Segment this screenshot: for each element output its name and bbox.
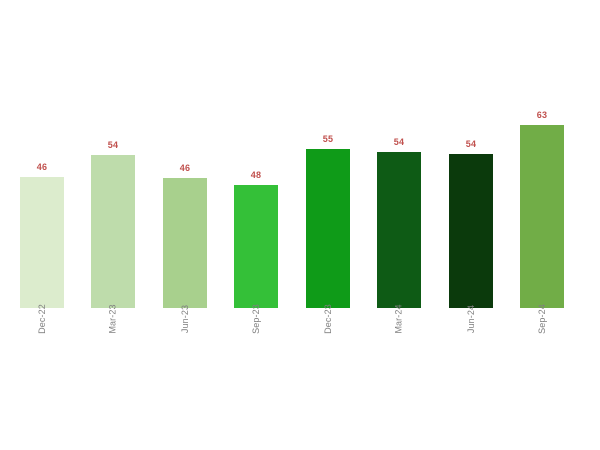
x-axis-tick-label-text: Dec-22 [37, 304, 47, 334]
x-axis-tick-label-text: Sep-23 [251, 304, 261, 334]
x-axis-tick-label-text: Mar-23 [107, 304, 118, 334]
x-axis-tick-label: Sep-24 [520, 304, 564, 368]
bar-group: 48 Sep-23 [234, 170, 278, 334]
x-axis-tick-label: Jun-24 [449, 304, 493, 368]
x-axis-tick-label: Jun-23 [163, 304, 207, 368]
bar-rect[interactable] [234, 185, 278, 308]
x-axis-tick-label-text: Sep-24 [537, 304, 547, 334]
bar-rect[interactable] [306, 149, 350, 308]
bar-value-label: 48 [250, 170, 262, 180]
x-axis-tick-label-text: Dec-23 [323, 304, 333, 334]
bar-group: 55 Dec-23 [306, 134, 350, 334]
bar-value-label: 54 [107, 140, 119, 150]
bar-rect[interactable] [520, 125, 564, 308]
bar-value-label: 55 [322, 134, 334, 144]
bar-group: 54 Jun-24 [449, 139, 493, 333]
bar-rect[interactable] [449, 154, 493, 308]
bar-group: 54 Mar-23 [91, 140, 135, 334]
x-axis-tick-label-text: Jun-24 [466, 304, 476, 334]
bar-group: 46 Jun-23 [163, 163, 207, 333]
x-axis-tick-label: Mar-24 [377, 304, 421, 368]
x-axis-tick-label: Sep-23 [234, 304, 278, 368]
bar-group: 54 Mar-24 [377, 137, 421, 334]
bar-value-label: 54 [465, 139, 477, 149]
bar-rect[interactable] [163, 178, 207, 308]
x-axis-tick-label-text: Jun-23 [180, 304, 190, 334]
x-axis-tick-label: Dec-23 [306, 304, 350, 368]
bar-value-label: 63 [536, 110, 548, 120]
bar-value-label: 54 [393, 137, 405, 147]
x-axis-tick-label: Dec-22 [20, 304, 64, 368]
bar-group: 46 Dec-22 [20, 162, 64, 334]
bar-rect[interactable] [91, 155, 135, 308]
bar-group: 63 Sep-24 [520, 110, 564, 334]
bar-rect[interactable] [20, 177, 64, 308]
x-axis-tick-label: Mar-23 [91, 304, 135, 368]
bar-value-label: 46 [36, 162, 48, 172]
x-axis-tick-label-text: Mar-24 [393, 304, 404, 334]
bar-rect[interactable] [377, 152, 421, 308]
bar-value-label: 46 [179, 163, 191, 173]
